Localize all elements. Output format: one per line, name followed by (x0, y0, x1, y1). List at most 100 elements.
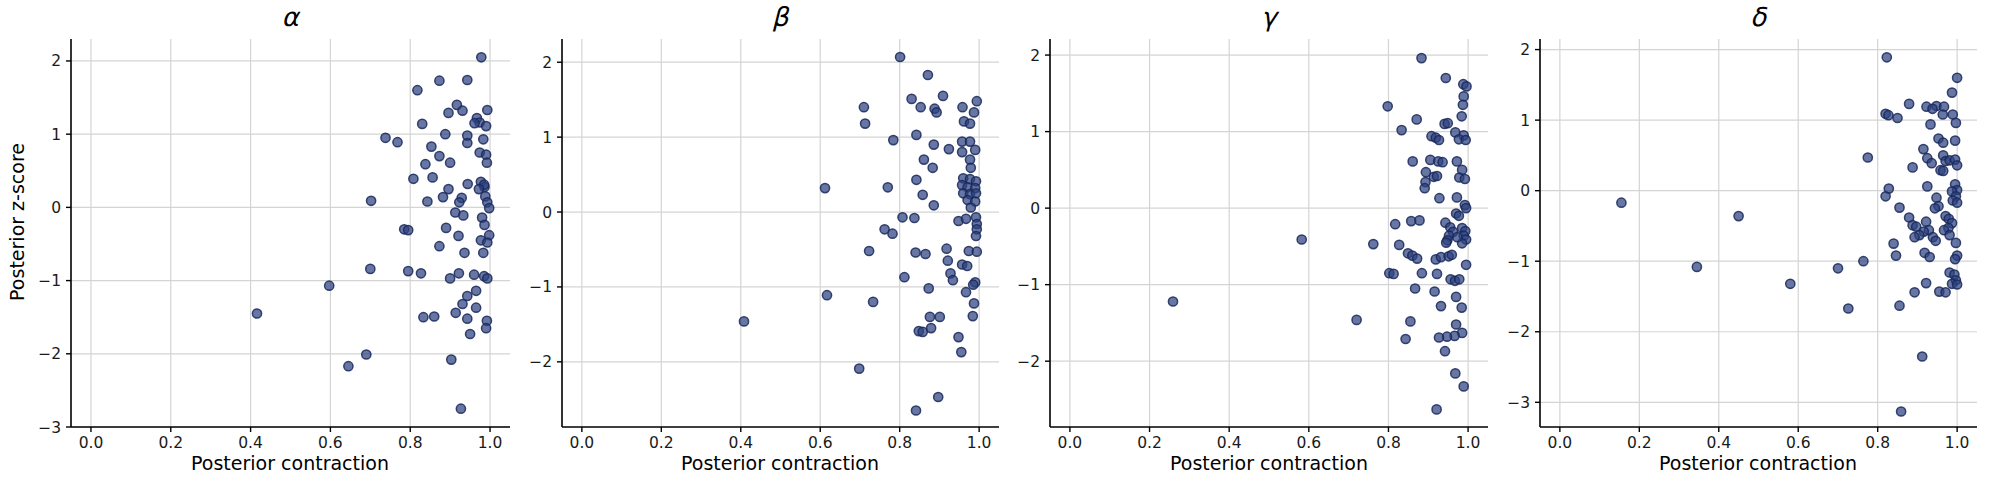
data-point (966, 163, 975, 172)
data-point (1953, 198, 1962, 207)
data-point (921, 249, 930, 258)
x-tick-label: 0.4 (238, 434, 263, 452)
data-point (972, 247, 981, 256)
data-point (1927, 159, 1936, 168)
data-point (935, 312, 944, 321)
y-axis-label: Posterior z-score (6, 143, 28, 301)
data-point (861, 119, 870, 128)
data-point (822, 291, 831, 300)
data-point (859, 103, 868, 112)
y-tick-label: 0 (51, 199, 61, 217)
data-point (928, 163, 937, 172)
data-point (929, 140, 938, 149)
data-point (1432, 405, 1441, 414)
data-point (460, 248, 469, 257)
data-point (1417, 54, 1426, 63)
data-point (1786, 279, 1795, 288)
data-point (1891, 251, 1900, 260)
data-point (911, 406, 920, 415)
data-point (889, 136, 898, 145)
data-point (1910, 233, 1919, 242)
x-tick-label: 0.8 (1865, 434, 1890, 452)
data-point (1882, 53, 1891, 62)
data-point (932, 108, 941, 117)
data-point (1918, 352, 1927, 361)
x-tick-label: 0.0 (1058, 434, 1083, 452)
data-point (404, 267, 413, 276)
data-point (438, 193, 447, 202)
data-point (1461, 135, 1470, 144)
panel-gamma: 0.00.20.40.60.81.0210−1−2 (1017, 39, 1488, 452)
data-point (479, 248, 488, 257)
data-point (1844, 304, 1853, 313)
data-point (454, 269, 463, 278)
data-point (1939, 138, 1948, 147)
data-point (1395, 240, 1404, 249)
data-point (483, 274, 492, 283)
data-point (1932, 193, 1941, 202)
data-point (923, 70, 932, 79)
x-tick-label: 0.6 (318, 434, 343, 452)
data-point (456, 404, 465, 413)
x-tick-label: 1.0 (967, 434, 992, 452)
data-point (441, 130, 450, 139)
data-point (470, 119, 479, 128)
data-point (1442, 238, 1451, 247)
data-point (972, 97, 981, 106)
data-point (444, 108, 453, 117)
x-tick-label: 0.4 (728, 434, 753, 452)
data-point (325, 281, 334, 290)
y-tick-label: 1 (542, 129, 552, 147)
x-tick-label: 0.0 (79, 434, 104, 452)
data-point (1928, 104, 1937, 113)
panel-delta: 0.00.20.40.60.81.0210−1−2−3 (1507, 39, 1977, 452)
data-point (1908, 163, 1917, 172)
data-point (1451, 369, 1460, 378)
data-point (1297, 235, 1306, 244)
data-point (381, 133, 390, 142)
data-point (1417, 269, 1426, 278)
data-point (459, 211, 468, 220)
data-point (1462, 260, 1471, 269)
data-point (1352, 315, 1361, 324)
data-point (739, 317, 748, 326)
data-point (971, 145, 980, 154)
data-point (1440, 347, 1449, 356)
x-tick-label: 0.0 (570, 434, 595, 452)
data-point (1923, 182, 1932, 191)
data-point (344, 362, 353, 371)
data-point (1881, 192, 1890, 201)
axes-spines-gamma (1050, 39, 1488, 427)
data-point (1833, 264, 1842, 273)
data-point (1459, 382, 1468, 391)
data-point (912, 130, 921, 139)
data-point (966, 203, 975, 212)
data-point (1454, 211, 1463, 220)
data-point (252, 309, 261, 318)
y-tick-label: 1 (51, 126, 61, 144)
data-point (869, 297, 878, 306)
data-point (446, 158, 455, 167)
data-point (919, 155, 928, 164)
data-point (1458, 100, 1467, 109)
y-tick-label: 1 (1030, 123, 1040, 141)
data-point (968, 312, 977, 321)
data-point (418, 119, 427, 128)
data-point (416, 269, 425, 278)
axis-ticks-gamma (1045, 55, 1468, 432)
y-tick-label: −1 (1507, 253, 1530, 271)
data-point (419, 313, 428, 322)
data-point (1931, 236, 1940, 245)
x-tick-label: 0.8 (1376, 434, 1401, 452)
y-tick-label: −3 (1507, 394, 1530, 412)
data-point (483, 238, 492, 247)
data-point (482, 158, 491, 167)
scatter-points-gamma (1168, 54, 1471, 415)
data-point (463, 179, 472, 188)
data-point (896, 52, 905, 61)
data-point (934, 392, 943, 401)
data-point (1441, 73, 1450, 82)
data-point (423, 197, 432, 206)
data-point (466, 329, 475, 338)
data-point (479, 135, 488, 144)
